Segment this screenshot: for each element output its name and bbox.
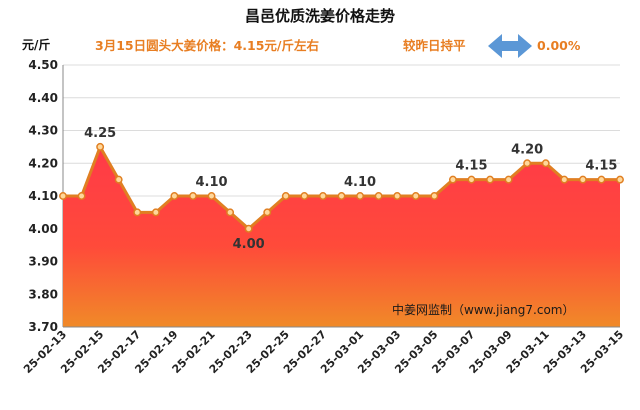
y-tick-label: 4.30 — [28, 124, 58, 138]
data-label: 4.15 — [455, 159, 487, 174]
data-point — [59, 192, 67, 200]
data-label: 4.15 — [585, 159, 617, 174]
area-fill — [63, 146, 620, 327]
y-tick-label: 4.10 — [28, 189, 58, 203]
data-point — [77, 192, 86, 200]
y-tick-label: 4.00 — [28, 222, 58, 236]
change-percent: 0.00% — [537, 38, 581, 53]
x-axis: 25-02-1325-02-1525-02-1725-02-1925-02-21… — [21, 326, 626, 376]
chart-title: 昌邑优质洗姜价格走势 — [245, 7, 395, 25]
y-tick-label: 4.20 — [28, 156, 58, 170]
price-area — [63, 145, 620, 327]
data-point — [356, 192, 365, 200]
data-point — [411, 192, 420, 200]
data-point — [448, 175, 457, 184]
subtitle-price: 3月15日圆头大姜价格：4.15元/斤左右 — [95, 38, 319, 53]
y-axis: 3.70 3.80 3.90 4.00 4.10 4.20 4.30 4.40 4.50 — [28, 58, 64, 334]
y-tick-label: 4.50 — [28, 58, 58, 72]
data-point — [170, 192, 179, 200]
data-point — [263, 208, 272, 217]
data-point — [486, 175, 494, 184]
data-point — [244, 224, 253, 233]
data-point — [133, 208, 142, 217]
data-point — [578, 175, 587, 184]
y-tick-label: 3.80 — [28, 287, 58, 301]
data-point — [207, 192, 216, 200]
data-point — [151, 208, 160, 217]
data-point — [318, 192, 327, 200]
data-point — [300, 192, 309, 200]
data-point — [226, 208, 235, 217]
y-tick-label: 3.70 — [28, 320, 58, 334]
data-label: 4.20 — [511, 142, 543, 157]
y-tick-label: 4.40 — [28, 91, 58, 105]
data-point — [467, 175, 476, 184]
data-point — [616, 175, 624, 184]
data-point — [281, 192, 290, 200]
data-label: 4.10 — [195, 175, 227, 190]
data-label: 4.10 — [344, 175, 376, 190]
data-label: 4.00 — [233, 237, 265, 252]
data-point — [114, 175, 123, 184]
data-point — [597, 175, 606, 184]
data-point — [96, 142, 105, 151]
data-point — [189, 192, 197, 200]
data-point — [523, 159, 532, 168]
data-label: 4.25 — [84, 126, 116, 141]
data-point — [337, 192, 346, 200]
y-tick-label: 3.90 — [28, 255, 58, 269]
data-point — [541, 159, 550, 168]
watermark: 中姜网监制（www.jiang7.com） — [392, 302, 574, 317]
data-point — [430, 192, 439, 200]
y-axis-unit: 元/斤 — [22, 37, 50, 52]
double-arrow-icon — [488, 34, 532, 58]
data-point — [504, 175, 513, 184]
trend-text: 较昨日持平 — [403, 38, 466, 53]
data-point — [393, 192, 402, 200]
data-point — [560, 175, 569, 184]
data-point — [374, 192, 383, 200]
data-markers — [59, 142, 624, 233]
data-labels: 4.25 4.10 4.00 4.10 4.15 4.20 4.15 — [84, 126, 617, 252]
